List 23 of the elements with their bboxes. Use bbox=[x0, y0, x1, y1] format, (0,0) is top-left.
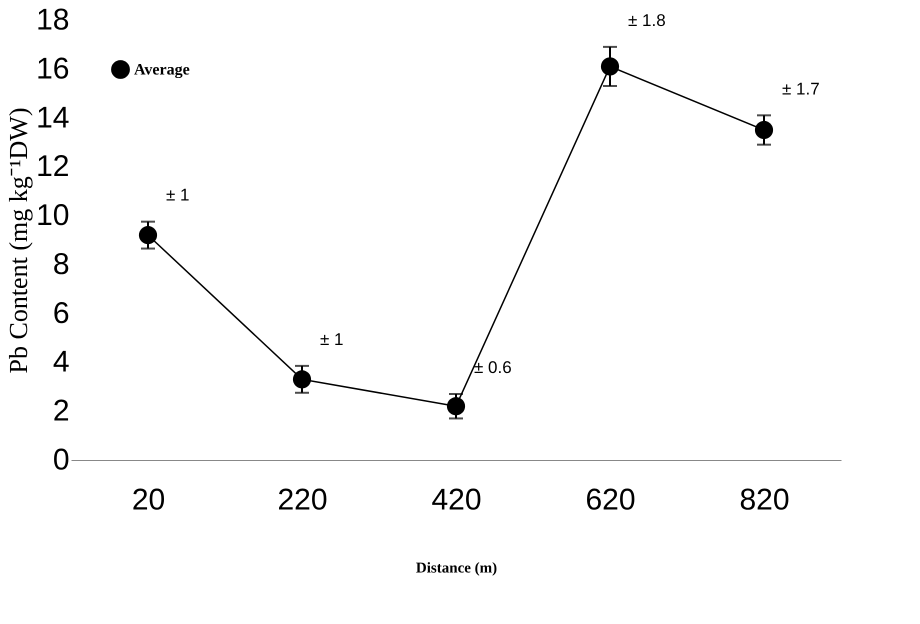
annotation: ± 1 bbox=[320, 330, 344, 349]
y-tick-label: 4 bbox=[52, 346, 70, 379]
annotation: ± 1.7 bbox=[782, 79, 820, 98]
y-tick-label: 16 bbox=[36, 52, 70, 86]
annotation: ± 1.8 bbox=[628, 10, 666, 30]
y-tick-label: 2 bbox=[52, 394, 70, 428]
y-tick-label: 10 bbox=[36, 199, 70, 232]
y-tick-label: 12 bbox=[36, 150, 70, 184]
legend-label: Average bbox=[134, 62, 190, 78]
y-tick-label: 14 bbox=[36, 101, 70, 134]
y-axis-title: Pb Content (mg kg⁻¹DW) bbox=[4, 108, 34, 374]
x-tick-label: 220 bbox=[277, 484, 328, 516]
annotation: ± 0.6 bbox=[474, 358, 512, 377]
x-axis-title: Distance (m) bbox=[416, 560, 498, 576]
x-tick-label: 620 bbox=[585, 484, 636, 516]
y-tick-label: 18 bbox=[36, 4, 70, 36]
annotation: ± 1 bbox=[166, 186, 190, 205]
y-tick-label: 8 bbox=[52, 248, 70, 281]
x-tick-label: 820 bbox=[739, 484, 790, 516]
y-tick-label: 6 bbox=[52, 296, 70, 330]
x-tick-label: 420 bbox=[431, 484, 482, 516]
x-tick-label: 20 bbox=[132, 484, 166, 516]
y-tick-label: 0 bbox=[52, 444, 70, 476]
